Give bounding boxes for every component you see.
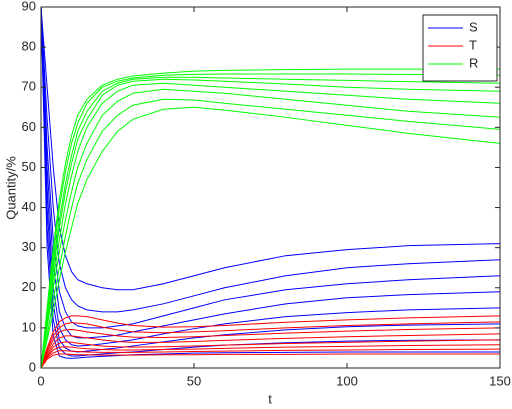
data-line <box>40 76 501 369</box>
y-tick-label: 20 <box>22 279 36 294</box>
legend-label: S <box>469 19 478 34</box>
data-line <box>40 78 501 369</box>
y-tick-label: 50 <box>22 159 36 174</box>
data-line <box>40 82 501 369</box>
y-tick-label: 0 <box>29 359 36 374</box>
x-axis-label: t <box>268 391 272 406</box>
y-tick-label: 90 <box>22 0 36 13</box>
y-tick-label: 30 <box>22 239 36 254</box>
legend-box <box>422 14 498 82</box>
data-line <box>40 6 500 359</box>
data-line <box>40 6 501 339</box>
y-tick-label: 70 <box>22 79 36 94</box>
x-tick-label: 150 <box>489 373 511 388</box>
data-line <box>40 327 501 369</box>
x-tick-label: 0 <box>37 373 44 388</box>
y-tick-label: 80 <box>22 39 36 54</box>
data-line <box>40 344 501 369</box>
data-line <box>40 315 501 369</box>
data-line <box>40 6 501 347</box>
data-line <box>40 6 501 313</box>
x-tick-label: 50 <box>187 373 201 388</box>
data-line <box>40 339 501 369</box>
y-axis-label: Quantity/% <box>3 156 18 220</box>
data-line <box>40 106 501 369</box>
data-line <box>40 68 500 369</box>
y-tick-label: 60 <box>22 119 36 134</box>
data-line <box>40 333 501 369</box>
data-line <box>40 348 501 369</box>
data-line <box>40 321 501 369</box>
y-tick-label: 40 <box>22 199 36 214</box>
y-tick-label: 10 <box>22 319 36 334</box>
x-tick-label: 100 <box>336 373 358 388</box>
data-line <box>40 88 501 369</box>
data-line <box>40 73 501 369</box>
legend-label: T <box>469 37 477 52</box>
data-line <box>40 98 501 369</box>
data-line <box>40 353 500 369</box>
legend-label: R <box>469 55 478 70</box>
plot-frame <box>40 6 501 369</box>
